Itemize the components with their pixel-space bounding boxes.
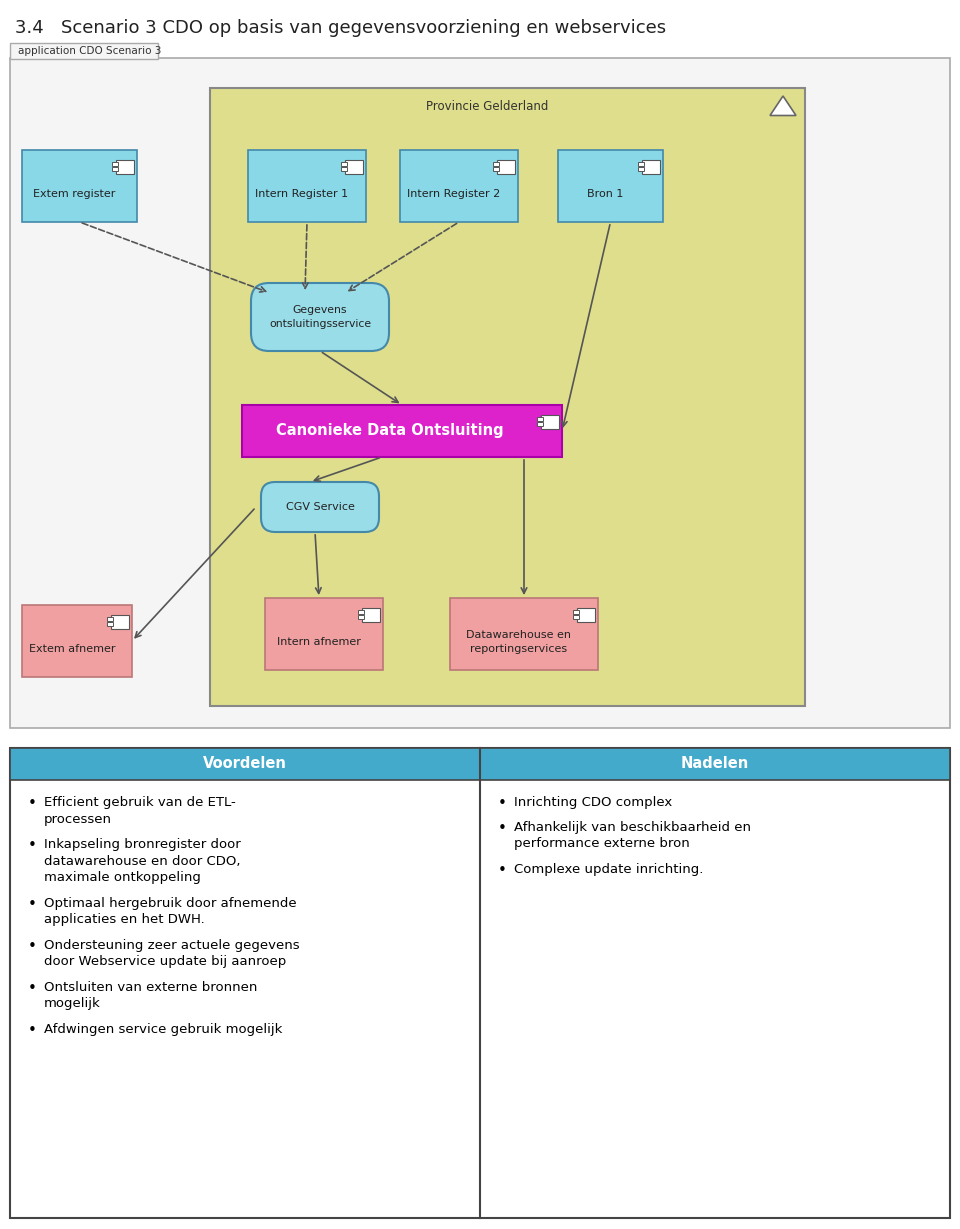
Bar	[497, 160, 515, 175]
Bar	[10, 748, 950, 1218]
Text: •: •	[28, 981, 36, 995]
Text: 3.4   Scenario 3 CDO op basis van gegevensvoorziening en webservices: 3.4 Scenario 3 CDO op basis van gegevens…	[15, 18, 666, 37]
Bar	[493, 167, 499, 171]
Bar	[450, 599, 598, 670]
Text: Intern Register 2: Intern Register 2	[407, 189, 500, 199]
Text: •: •	[498, 796, 507, 811]
FancyBboxPatch shape	[261, 482, 379, 532]
Bar	[537, 422, 543, 426]
Bar	[358, 610, 364, 614]
Bar	[111, 614, 129, 629]
Bar	[22, 605, 132, 677]
Bar	[577, 608, 595, 622]
Bar	[116, 160, 134, 175]
Text: •: •	[498, 821, 507, 836]
Text: •: •	[28, 1023, 36, 1039]
Text: •: •	[498, 863, 507, 878]
Bar	[541, 415, 559, 429]
Bar	[112, 162, 118, 166]
Bar	[573, 610, 579, 614]
Bar	[558, 150, 663, 222]
Bar	[210, 88, 805, 705]
Text: Canonieke Data Ontsluiting: Canonieke Data Ontsluiting	[276, 424, 504, 439]
Bar	[265, 599, 383, 670]
Text: Afdwingen service gebruik mogelijk: Afdwingen service gebruik mogelijk	[44, 1023, 282, 1036]
Text: •: •	[28, 897, 36, 912]
Text: Optimaal hergebruik door afnemende
applicaties en het DWH.: Optimaal hergebruik door afnemende appli…	[44, 897, 297, 927]
Bar	[242, 406, 562, 457]
Bar	[341, 162, 347, 166]
Text: Ontsluiten van externe bronnen
mogelijk: Ontsluiten van externe bronnen mogelijk	[44, 981, 257, 1010]
Bar	[22, 150, 137, 222]
Text: Intern Register 1: Intern Register 1	[255, 189, 348, 199]
Bar	[537, 417, 543, 422]
Bar	[345, 160, 363, 175]
Text: Ondersteuning zeer actuele gegevens
door Webservice update bij aanroep: Ondersteuning zeer actuele gegevens door…	[44, 939, 300, 968]
Bar	[493, 162, 499, 166]
Text: Voordelen: Voordelen	[204, 757, 287, 772]
Text: •: •	[28, 939, 36, 954]
Bar	[112, 167, 118, 171]
Bar	[10, 43, 158, 59]
Bar	[638, 167, 644, 171]
Bar	[10, 748, 480, 780]
Text: •: •	[28, 796, 36, 811]
Text: Intern afnemer: Intern afnemer	[277, 637, 361, 646]
FancyBboxPatch shape	[251, 283, 389, 351]
Bar	[573, 614, 579, 619]
Text: Afhankelijk van beschikbaarheid en
performance externe bron: Afhankelijk van beschikbaarheid en perfo…	[514, 821, 751, 850]
Bar	[341, 167, 347, 171]
Text: Provincie Gelderland: Provincie Gelderland	[426, 100, 549, 113]
Bar	[107, 622, 113, 626]
Text: •: •	[28, 838, 36, 853]
Bar	[642, 160, 660, 175]
Text: Extem register: Extem register	[34, 189, 116, 199]
Text: CGV Service: CGV Service	[285, 501, 354, 512]
Text: application CDO Scenario 3: application CDO Scenario 3	[18, 45, 161, 57]
Text: Inkapseling bronregister door
datawarehouse en door CDO,
maximale ontkoppeling: Inkapseling bronregister door datawareho…	[44, 838, 241, 884]
Text: Nadelen: Nadelen	[681, 757, 749, 772]
Text: Datawarehouse en
reportingservices: Datawarehouse en reportingservices	[467, 630, 571, 654]
Bar	[248, 150, 366, 222]
Text: Complexe update inrichting.: Complexe update inrichting.	[514, 863, 704, 876]
Bar	[480, 748, 950, 780]
Text: Inrichting CDO complex: Inrichting CDO complex	[514, 796, 672, 809]
Bar	[107, 617, 113, 621]
Bar	[362, 608, 380, 622]
Bar	[10, 58, 950, 728]
Bar	[638, 162, 644, 166]
Bar	[400, 150, 518, 222]
Polygon shape	[770, 96, 796, 116]
Text: Gegevens
ontsluitingsservice: Gegevens ontsluitingsservice	[269, 305, 372, 328]
Text: Efficient gebruik van de ETL-
processen: Efficient gebruik van de ETL- processen	[44, 796, 236, 826]
Text: Extem afnemer: Extem afnemer	[29, 644, 115, 654]
Text: Bron 1: Bron 1	[588, 189, 624, 199]
Bar	[358, 614, 364, 619]
